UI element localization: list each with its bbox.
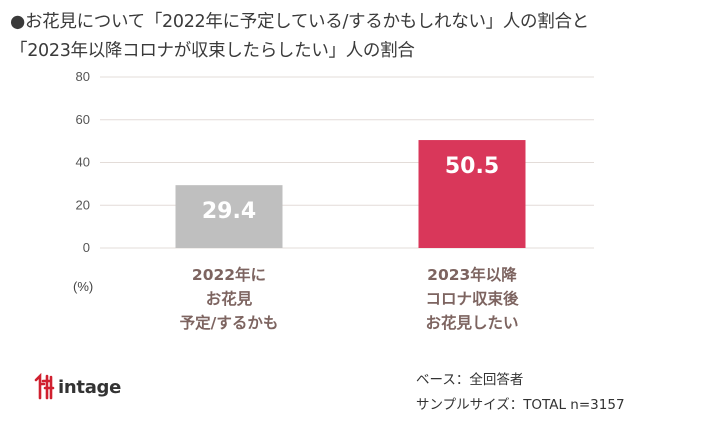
chart-title-line-2: 「2023年以降コロナが収束したらしたい」人の割合	[10, 41, 415, 61]
sample-size-line: サンプルサイズ：TOTAL n=3157	[416, 397, 625, 413]
category-2023-line-1: 2023年以降	[427, 266, 517, 284]
sample-base-note: ベース：全回答者 サンプルサイズ：TOTAL n=3157	[416, 368, 625, 418]
base-line: ベース：全回答者	[416, 372, 524, 388]
bar-value-label-1: 29.4	[202, 199, 256, 224]
chart-title: ●お花見について「2022年に予定している/するかもしれない」人の割合と 「20…	[10, 8, 700, 66]
category-label-2023: 2023年以降 コロナ収束後 お花見したい	[372, 263, 572, 335]
bar-1	[175, 185, 283, 248]
chart-title-line-1: ●お花見について「2022年に予定している/するかもしれない」人の割合と	[10, 12, 589, 32]
bar-2	[418, 140, 526, 248]
y-tick-label-0: 0	[83, 240, 90, 255]
intage-logo-icon	[34, 373, 55, 400]
category-2022-line-1: 2022年に	[191, 266, 267, 284]
y-tick-label-40: 40	[76, 155, 90, 170]
category-2022-line-2: お花見	[205, 290, 253, 308]
intage-logo-text: intage	[58, 376, 122, 398]
y-tick-label-80: 80	[76, 69, 90, 84]
category-2022-line-3: 予定/するかも	[179, 314, 279, 332]
y-axis-unit-label: (%)	[73, 279, 94, 294]
category-2023-line-3: お花見したい	[425, 314, 519, 332]
category-2023-line-2: コロナ収束後	[425, 290, 519, 308]
bar-value-label-2: 50.5	[445, 154, 499, 179]
y-tick-label-20: 20	[76, 197, 90, 212]
intage-logo: intage	[33, 372, 121, 402]
category-label-2022: 2022年に お花見 予定/するかも	[129, 263, 329, 335]
y-tick-label-60: 60	[76, 112, 90, 127]
